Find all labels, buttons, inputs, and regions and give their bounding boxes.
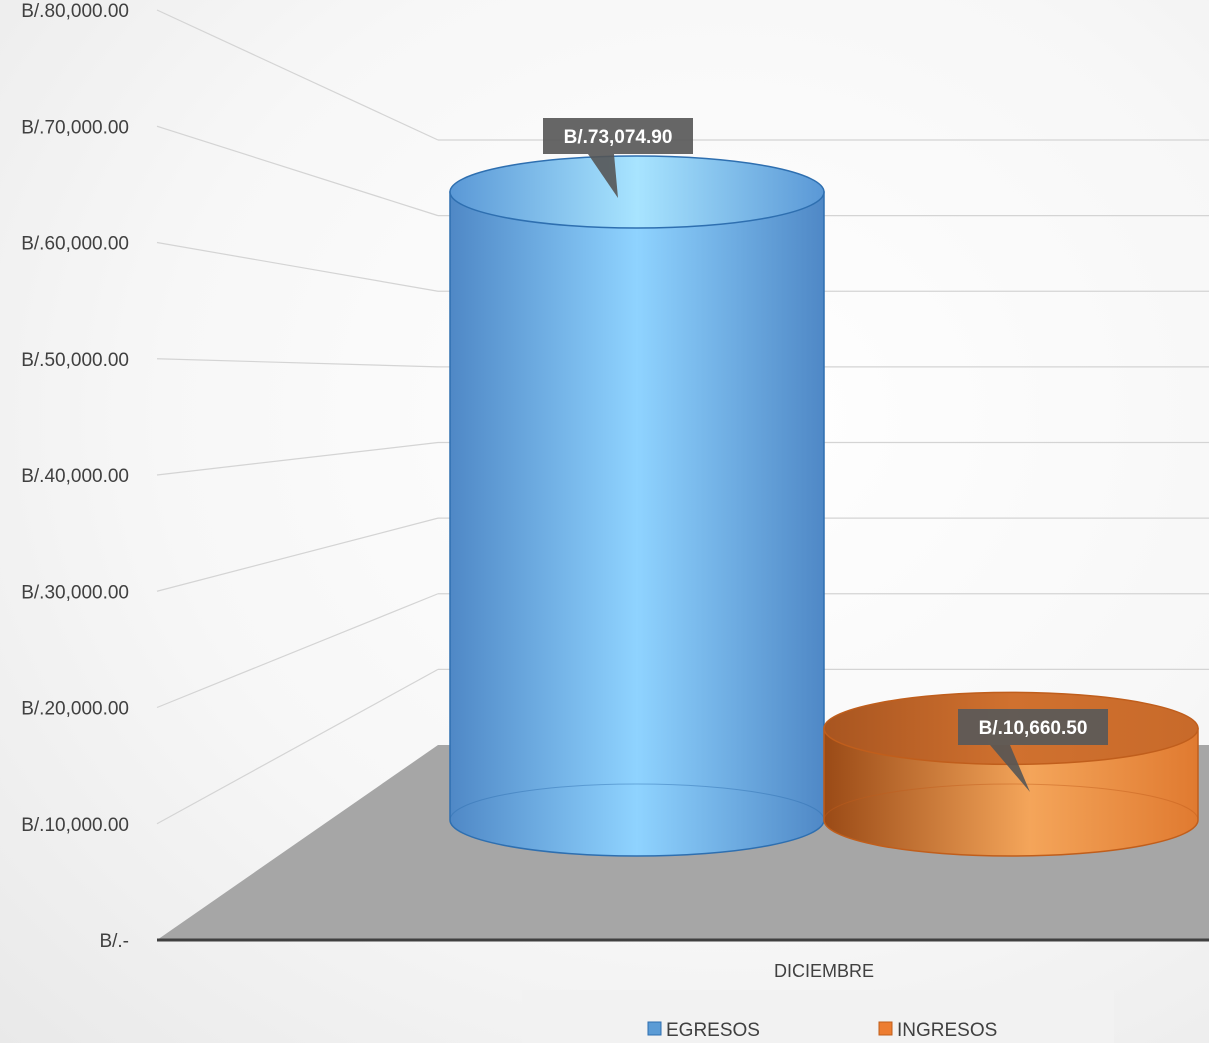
legend-label-egresos: EGRESOS — [666, 1020, 760, 1041]
bar-egresos-body — [449, 191, 825, 857]
legend-background — [522, 990, 1114, 1043]
gridline-side — [156, 241, 439, 292]
bar-egresos-base-rim — [449, 783, 825, 821]
callout-pointer — [990, 745, 1030, 792]
gridline-side — [156, 9, 439, 141]
gridline-side — [156, 358, 439, 368]
y-tick-label: B/.- — [99, 931, 129, 952]
y-tick-label: B/.50,000.00 — [21, 350, 129, 371]
data-label-text: B/.73,074.90 — [564, 127, 673, 148]
bar-ingresos-base-rim — [823, 783, 1199, 821]
legend-swatch-ingresos — [878, 1021, 893, 1036]
y-tick-label: B/.20,000.00 — [21, 699, 129, 720]
labels-layer: B/.73,074.90 B/.10,660.50 — [543, 118, 1108, 792]
data-label-text: B/.10,660.50 — [979, 718, 1088, 739]
legend-label-ingresos: INGRESOS — [897, 1020, 997, 1041]
axis-layer: B/.- B/.10,000.00 B/.20,000.00 B/.30,000.00… — [21, 1, 1209, 981]
y-tick-label: B/.80,000.00 — [21, 1, 129, 22]
data-label-egresos: B/.73,074.90 — [543, 118, 693, 198]
y-tick-label: B/.70,000.00 — [21, 117, 129, 138]
x-category-label: DICIEMBRE — [774, 961, 874, 981]
data-label-ingresos: B/.10,660.50 — [958, 709, 1108, 792]
legend-swatch-egresos — [647, 1021, 662, 1036]
y-tick-label: B/.10,000.00 — [21, 815, 129, 836]
gridline-side — [156, 125, 439, 217]
y-tick-label: B/.60,000.00 — [21, 234, 129, 255]
y-tick-label: B/.40,000.00 — [21, 466, 129, 487]
callout-box — [543, 118, 693, 154]
gridline-side — [156, 668, 439, 825]
gridline-side — [156, 517, 439, 592]
callout-pointer — [588, 154, 618, 198]
legend-layer: EGRESOS INGRESOS — [522, 990, 1114, 1043]
callout-box — [958, 709, 1108, 745]
bars-layer — [449, 155, 1199, 857]
gridline-side — [156, 593, 439, 709]
y-tick-label: B/.30,000.00 — [21, 582, 129, 603]
bar-egresos-top — [449, 155, 825, 229]
gridline-side — [156, 441, 439, 476]
